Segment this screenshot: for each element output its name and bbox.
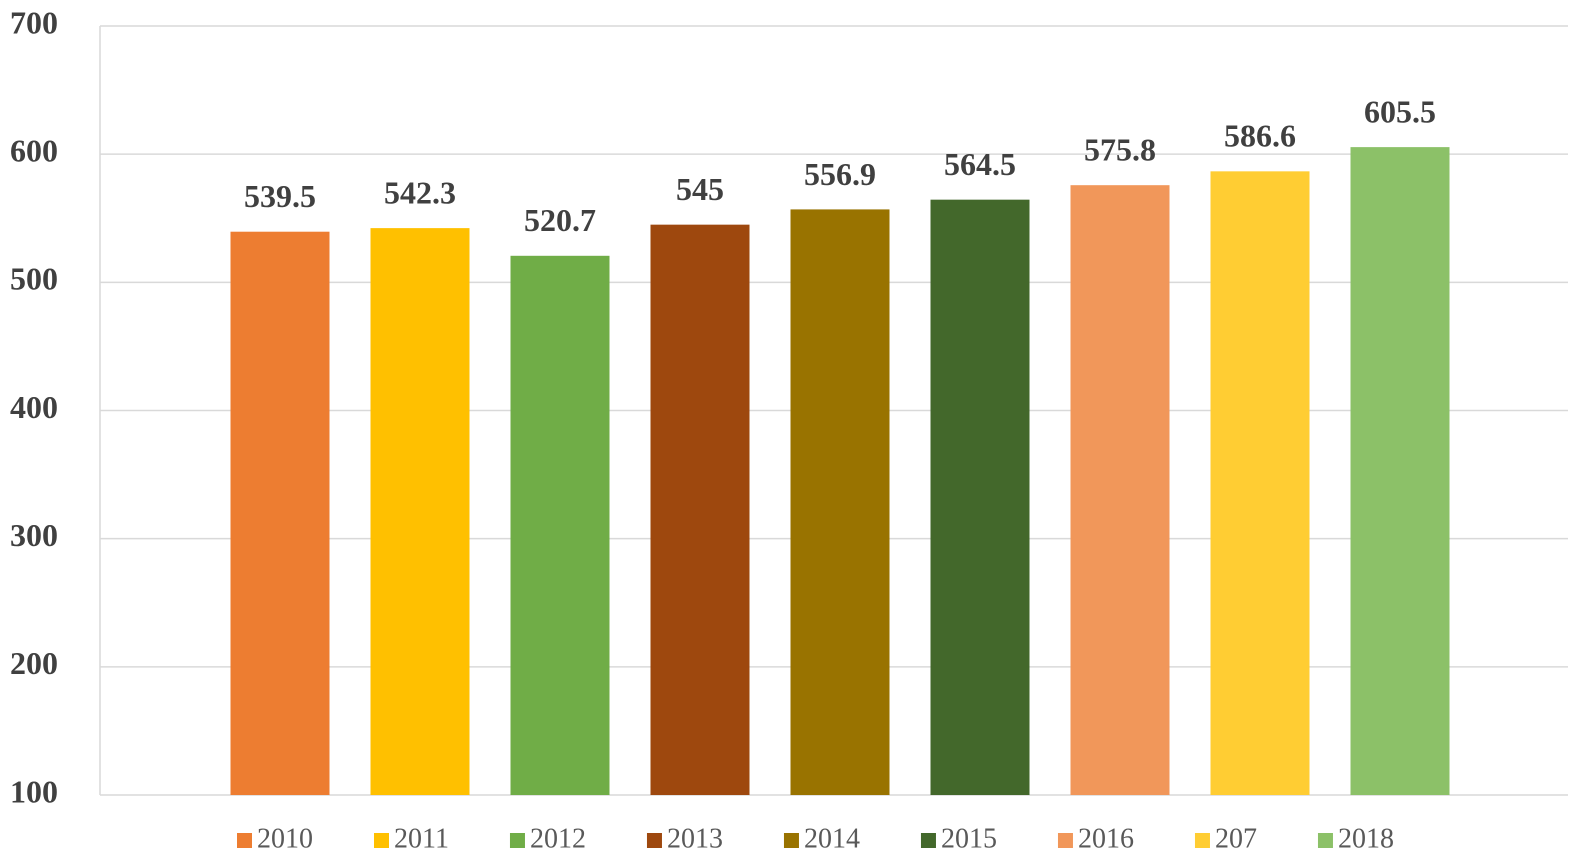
legend-swatch bbox=[920, 833, 936, 848]
legend-label: 2013 bbox=[667, 823, 723, 854]
legend-swatch bbox=[646, 833, 662, 848]
bar bbox=[230, 231, 330, 795]
data-label: 575.8 bbox=[1084, 132, 1156, 168]
data-label: 586.6 bbox=[1224, 118, 1296, 154]
legend-swatch bbox=[1317, 833, 1333, 848]
legend-swatch bbox=[374, 833, 389, 848]
y-tick-label: 300 bbox=[10, 517, 58, 553]
legend-label: 2014 bbox=[804, 823, 860, 854]
bar bbox=[510, 255, 610, 795]
y-tick-label: 700 bbox=[10, 4, 58, 40]
bar bbox=[1350, 147, 1450, 795]
y-tick-label: 400 bbox=[10, 389, 58, 425]
bar bbox=[790, 209, 890, 795]
legend-swatch bbox=[783, 833, 799, 848]
y-tick-label: 500 bbox=[10, 261, 58, 297]
legend-swatch bbox=[509, 833, 525, 848]
bar bbox=[650, 224, 750, 796]
data-label: 539.5 bbox=[244, 178, 316, 214]
legend-label: 2016 bbox=[1078, 823, 1134, 854]
y-tick-label: 100 bbox=[10, 773, 58, 809]
data-label: 556.9 bbox=[804, 156, 876, 192]
legend-label: 2010 bbox=[257, 823, 313, 854]
legend-label: 2011 bbox=[394, 823, 449, 854]
bar bbox=[930, 199, 1030, 795]
bar bbox=[1070, 185, 1170, 796]
y-tick-label: 600 bbox=[10, 133, 58, 169]
data-label: 542.3 bbox=[384, 174, 456, 210]
legend-swatch bbox=[1057, 833, 1073, 848]
legend-label: 2012 bbox=[530, 823, 586, 854]
legend-label: 2018 bbox=[1338, 823, 1394, 854]
legend-label: 2015 bbox=[941, 823, 997, 854]
legend-label: 207 bbox=[1215, 823, 1257, 854]
data-label: 520.7 bbox=[524, 202, 596, 238]
legend-swatch bbox=[1194, 833, 1210, 848]
bar bbox=[1210, 171, 1310, 795]
bar bbox=[370, 228, 470, 795]
y-tick-label: 200 bbox=[10, 645, 58, 681]
legend-swatch bbox=[237, 833, 252, 848]
data-label: 605.5 bbox=[1364, 93, 1436, 129]
data-label: 564.5 bbox=[944, 146, 1016, 182]
data-label: 545 bbox=[676, 171, 724, 207]
